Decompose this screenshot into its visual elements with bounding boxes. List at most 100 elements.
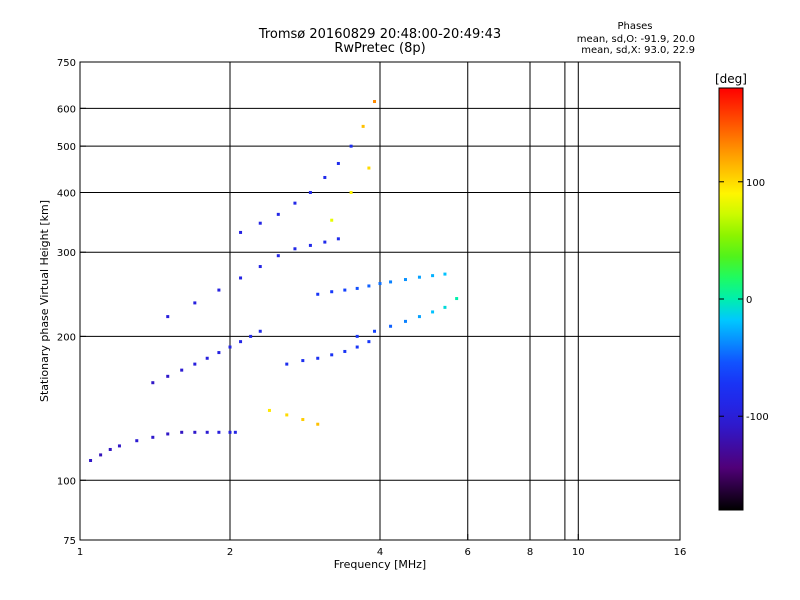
data-point (180, 368, 184, 372)
stats-heading: Phases (617, 21, 653, 32)
data-point (249, 334, 253, 338)
x-tick-label: 4 (377, 547, 383, 558)
data-point (431, 274, 435, 278)
data-point (330, 353, 334, 357)
data-point (293, 201, 297, 205)
data-point (367, 284, 371, 288)
data-point (205, 430, 209, 434)
data-point (349, 144, 353, 148)
x-tick-label: 8 (527, 547, 533, 558)
data-point (180, 430, 184, 434)
data-point (417, 275, 421, 279)
data-point (239, 340, 243, 344)
data-point (316, 422, 320, 426)
colorbar-tick-label: 0 (746, 295, 752, 306)
y-tick-label: 200 (57, 332, 76, 343)
x-tick-label: 10 (572, 547, 585, 558)
data-point (316, 356, 320, 360)
data-point (228, 430, 232, 434)
data-point (431, 310, 435, 314)
x-tick-label: 2 (227, 547, 233, 558)
data-point (217, 288, 221, 292)
data-point (135, 439, 139, 443)
data-point (276, 254, 280, 258)
data-point (389, 324, 393, 328)
data-point (285, 413, 289, 417)
data-point (330, 290, 334, 294)
data-point (193, 430, 197, 434)
data-point (285, 362, 289, 366)
data-point (217, 430, 221, 434)
data-point (367, 340, 371, 344)
data-point (308, 243, 312, 247)
colorbar-tick-label: -100 (746, 412, 769, 423)
chart-title: Tromsø 20160829 20:48:00-20:49:43 (258, 27, 502, 42)
chart-subtitle: RwPretec (8p) (334, 41, 426, 56)
data-point (417, 315, 421, 319)
data-point (308, 190, 312, 194)
data-point (233, 430, 237, 434)
data-point (258, 329, 262, 333)
colorbar-label: [deg] (715, 72, 747, 86)
data-point (361, 124, 365, 128)
stats-o-mode: mean, sd,O: -91.9, 20.0 (576, 34, 695, 45)
y-tick-label: 750 (57, 58, 76, 69)
y-tick-label: 600 (57, 104, 76, 115)
y-tick-label: 400 (57, 188, 76, 199)
x-tick-label: 1 (77, 547, 83, 558)
data-point (89, 458, 93, 462)
data-point (293, 247, 297, 251)
data-point (166, 374, 170, 378)
data-point (355, 345, 359, 349)
y-tick-label: 300 (57, 248, 76, 259)
y-tick-label: 100 (57, 476, 76, 487)
data-point (403, 278, 407, 282)
data-point (117, 444, 121, 448)
data-point (389, 280, 393, 284)
y-tick-label: 75 (63, 536, 76, 547)
data-point (373, 329, 377, 333)
data-point (108, 447, 112, 451)
data-point (99, 453, 103, 457)
data-point (455, 297, 459, 301)
data-point (355, 334, 359, 338)
data-point (349, 190, 353, 194)
data-point (443, 272, 447, 276)
data-point (336, 161, 340, 165)
data-point (343, 349, 347, 353)
stats-x-mode: mean, sd,X: 93.0, 22.9 (581, 45, 695, 56)
data-point (373, 100, 377, 104)
y-axis-label: Stationary phase Virtual Height [km] (38, 200, 51, 402)
data-point (443, 305, 447, 309)
colorbar-tick-label: 100 (746, 178, 765, 189)
data-point (151, 381, 155, 385)
data-point (151, 435, 155, 439)
data-point (258, 221, 262, 225)
data-point (239, 276, 243, 280)
data-point (323, 175, 327, 179)
x-axis-label: Frequency [MHz] (334, 558, 426, 571)
data-point (330, 218, 334, 222)
data-point (276, 212, 280, 216)
data-point (355, 286, 359, 290)
data-point (166, 315, 170, 319)
y-tick-label: 500 (57, 142, 76, 153)
data-point (166, 432, 170, 436)
x-tick-label: 6 (465, 547, 471, 558)
data-point (403, 319, 407, 323)
data-point (343, 288, 347, 292)
data-point (193, 362, 197, 366)
data-point (258, 265, 262, 269)
data-point (301, 418, 305, 422)
data-point (316, 292, 320, 296)
data-point (239, 230, 243, 234)
data-point (205, 356, 209, 360)
data-point (378, 282, 382, 286)
data-point (336, 237, 340, 241)
x-tick-label: 16 (674, 547, 687, 558)
data-point (193, 301, 197, 305)
data-point (267, 408, 271, 412)
data-point (228, 345, 232, 349)
